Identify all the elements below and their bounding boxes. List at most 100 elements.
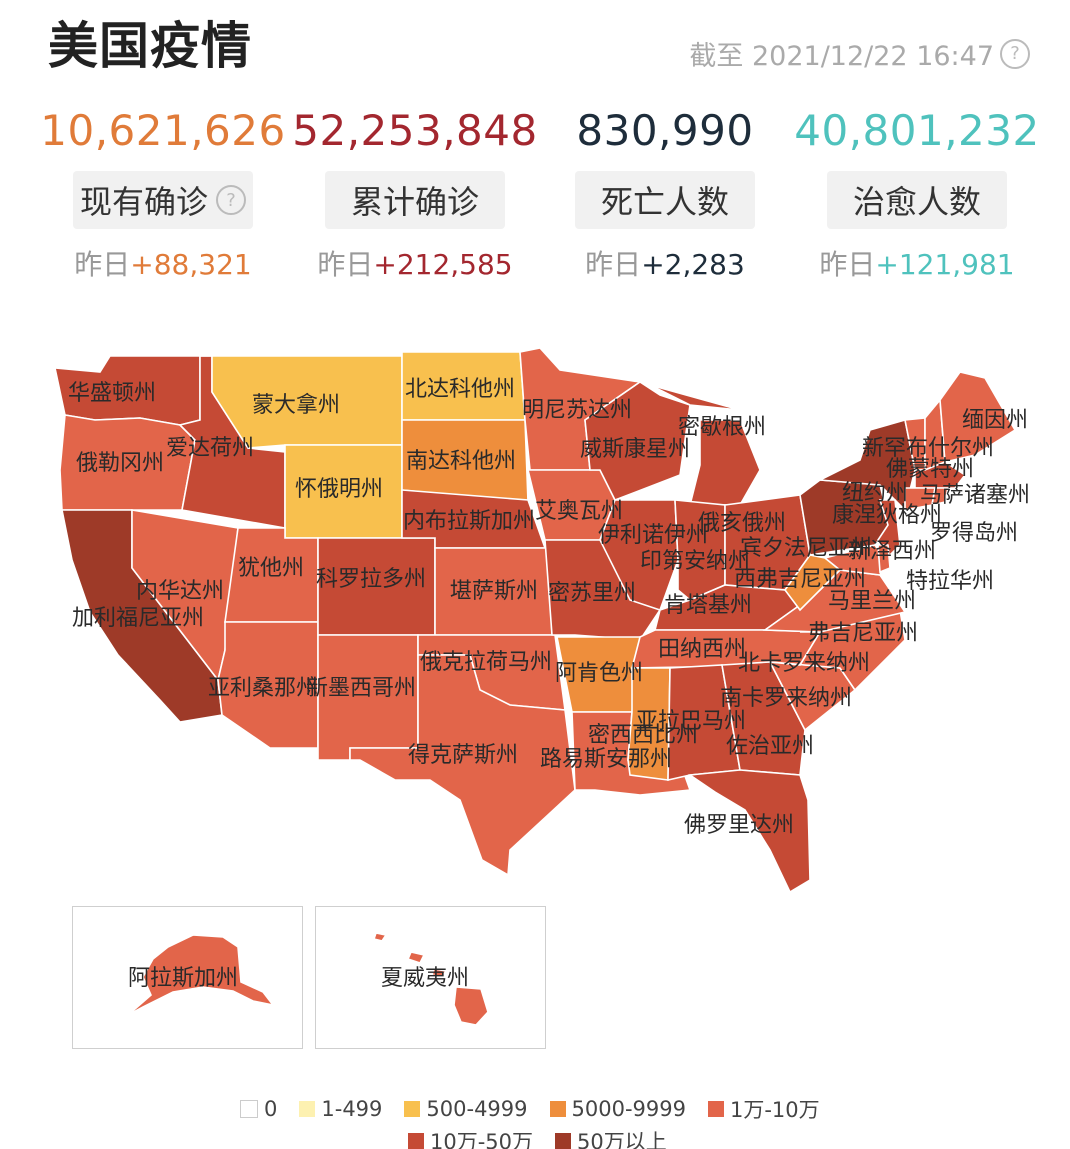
stat-value: 10,621,626 [40,106,286,155]
label-nv: 内华达州 [136,579,224,604]
label-wv: 西弗吉尼亚州 [734,567,866,592]
delta-value: +212,585 [373,248,513,281]
label-sd: 南达科他州 [406,449,516,474]
legend-item: 50万以上 [555,1126,667,1149]
label-nm: 新墨西哥州 [306,676,416,701]
legend-item: 1-499 [299,1094,382,1124]
us-state-map: 华盛顿州 俄勒冈州 加利福尼亚州 爱达荷州 内华达州 蒙大拿州 怀俄明州 犹他州… [53,347,1030,894]
stat-value: 52,253,848 [292,106,538,155]
label-nc: 北卡罗来纳州 [738,651,870,676]
delta-prefix: 昨日 [317,248,374,281]
legend-swatch [555,1133,572,1149]
label-wy: 怀俄明州 [295,477,383,502]
label-ne: 内布拉斯加州 [403,509,535,534]
state-ri[interactable] [931,487,949,507]
legend-item: 1万-10万 [707,1094,820,1124]
legend-row-2: 10万-50万 50万以上 [408,1126,667,1149]
label-wi: 威斯康星州 [580,437,690,462]
label-la: 路易斯安那州 [540,747,672,772]
label-ak: 阿拉斯加州 [128,966,238,991]
label-in: 印第安纳州 [640,549,750,574]
legend-item: 10万-50万 [408,1126,533,1149]
state-de[interactable] [877,544,891,574]
label-pa: 宾夕法尼亚州 [740,536,872,561]
label-oh: 俄亥俄州 [698,511,786,536]
alaska-map: 阿拉斯加州 [127,934,275,1016]
label-ca: 加利福尼亚州 [72,606,204,631]
page-title: 美国疫情 [48,17,252,75]
delta-value: +2,283 [641,248,745,281]
stat-label: 累计确诊 [350,183,479,221]
label-ky: 肯塔基州 [664,593,752,618]
state-hi[interactable] [372,932,489,1026]
label-vt: 佛蒙特州 [886,457,974,482]
delta-value: +121,981 [875,248,1015,281]
stat-value: 40,801,232 [794,106,1040,155]
legend-label: 500-4999 [426,1097,528,1121]
delta-value: +88,321 [130,248,252,281]
label-il: 伊利诺伊州 [598,523,708,548]
stat-label-box: 死亡人数 [575,171,755,229]
hawaii-map: 夏威夷州 [372,932,489,1026]
delta-prefix: 昨日 [819,248,876,281]
legend-swatch [707,1101,724,1117]
stat-label-box: 累计确诊 [325,171,505,229]
label-or: 俄勒冈州 [76,451,164,476]
label-sc: 南卡罗来纳州 [720,686,852,711]
delta-prefix: 昨日 [585,248,642,281]
legend-swatch [408,1133,424,1149]
stat-cumulative-confirmed: 52,253,848 累计确诊 昨日+212,585 [290,103,540,283]
legend-label: 10万-50万 [430,1130,534,1149]
stat-current-confirmed: 10,621,626 现有确诊 ? 昨日+88,321 [38,103,288,283]
label-wa: 华盛顿州 [68,381,156,406]
stat-delta: 昨日+212,585 [290,243,540,283]
legend-item: 5000-9999 [549,1094,686,1124]
stat-label-box: 现有确诊 ? [73,171,253,229]
label-ri: 罗得岛州 [930,521,1018,546]
delta-prefix: 昨日 [74,248,131,281]
label-tx: 得克萨斯州 [408,743,518,768]
label-ut: 犹他州 [238,556,304,581]
label-fl: 佛罗里达州 [684,813,794,838]
stat-label: 治愈人数 [852,183,981,221]
legend-label: 5000-9999 [571,1097,686,1121]
state-nc[interactable] [769,609,906,692]
state-wi[interactable] [584,381,691,502]
legend-label: 1-499 [321,1097,383,1121]
inset-alaska: 阿拉斯加州 [72,906,303,1049]
label-nh: 新罕布什尔州 [862,436,994,461]
label-ar: 阿肯色州 [555,661,643,686]
state-tx[interactable] [349,654,576,877]
stat-deaths: 830,990 死亡人数 昨日+2,283 [540,103,790,283]
stat-label: 死亡人数 [600,183,729,221]
stat-label-box: 治愈人数 [827,171,1007,229]
label-me: 缅因州 [962,408,1028,433]
label-mn: 明尼苏达州 [522,398,632,423]
question-circle-icon[interactable]: ? [1000,38,1030,69]
question-circle-icon[interactable]: ? [216,185,246,215]
label-id: 爱达荷州 [166,436,254,461]
stat-label: 现有确诊 [79,183,208,221]
label-ct: 康涅狄格州 [832,503,942,528]
legend-row-1: 0 1-499 500-4999 5000-9999 1万-10万 [240,1094,820,1124]
label-hi: 夏威夷州 [381,966,469,991]
label-ms: 密西西比州 [588,723,698,748]
legend-swatch [404,1101,421,1117]
label-ma: 马萨诸塞州 [920,483,1030,508]
legend-label: 1万-10万 [729,1098,820,1122]
state-ak[interactable] [127,934,275,1016]
label-ks: 堪萨斯州 [450,579,538,604]
label-mo: 密苏里州 [548,581,636,606]
label-nj: 新泽西州 [848,539,936,564]
state-fl[interactable] [687,769,811,894]
label-tn: 田纳西州 [658,637,746,662]
stat-delta: 昨日+2,283 [540,243,790,283]
stat-recovered: 40,801,232 治愈人数 昨日+121,981 [792,103,1042,283]
legend-label: 0 [264,1097,278,1121]
label-ok: 俄克拉荷马州 [420,650,552,675]
stat-value: 830,990 [576,106,754,155]
inset-hawaii: 夏威夷州 [315,906,546,1049]
label-mt: 蒙大拿州 [252,392,340,418]
legend-swatch [299,1101,316,1117]
